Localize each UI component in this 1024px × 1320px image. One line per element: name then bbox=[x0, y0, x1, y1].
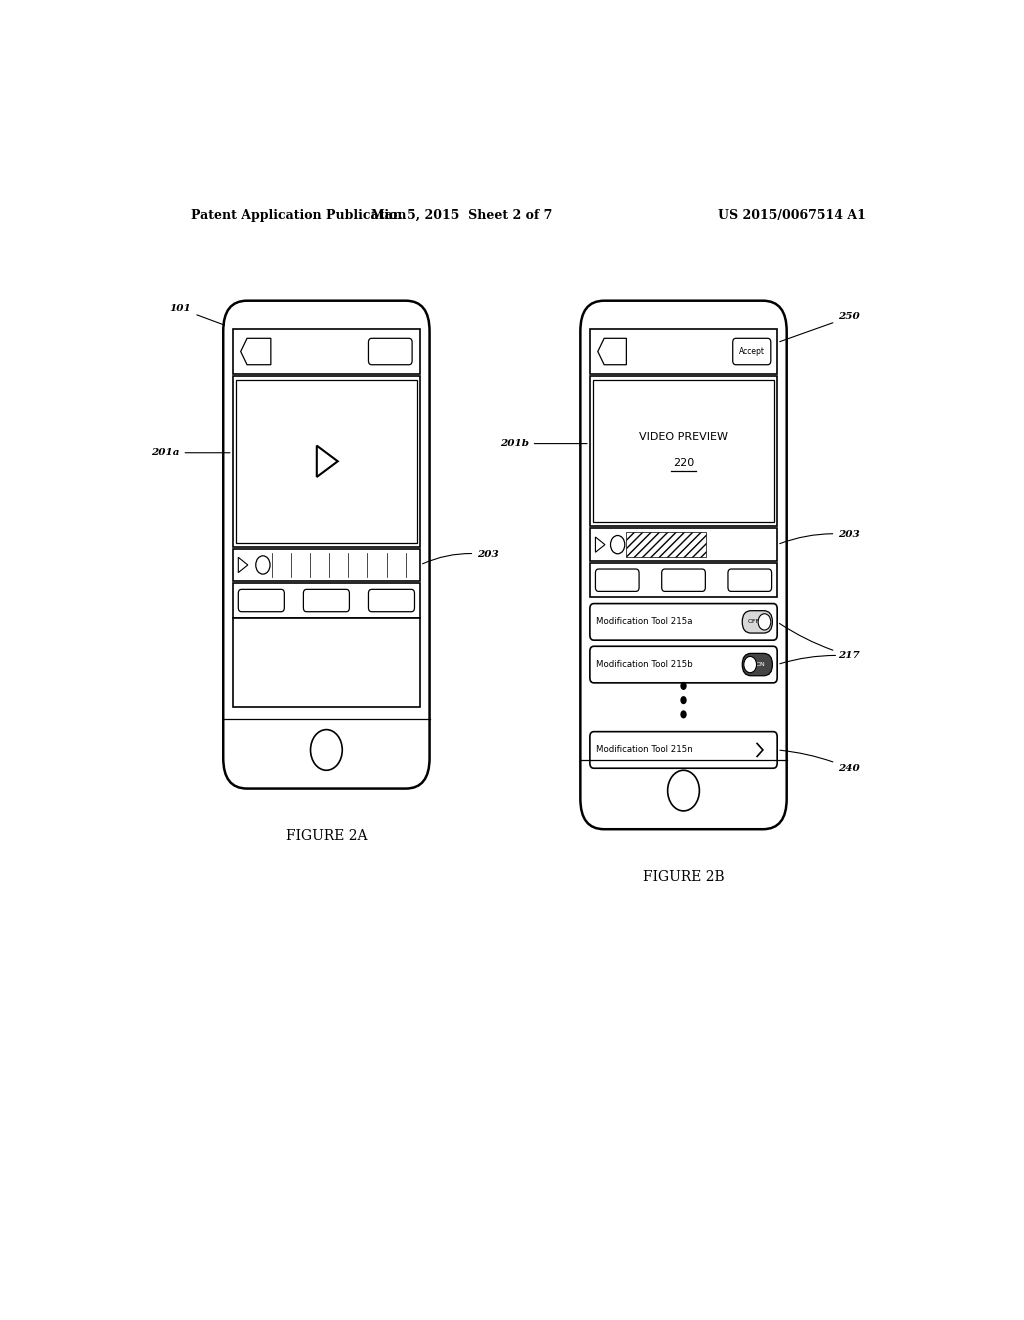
Polygon shape bbox=[595, 537, 605, 552]
Text: 203: 203 bbox=[779, 529, 860, 544]
Circle shape bbox=[743, 656, 757, 673]
Polygon shape bbox=[239, 557, 248, 573]
Text: Modification Tool 215n: Modification Tool 215n bbox=[596, 746, 693, 755]
FancyBboxPatch shape bbox=[595, 569, 639, 591]
Text: 220: 220 bbox=[673, 458, 694, 469]
Text: 101: 101 bbox=[170, 305, 224, 325]
Text: 201b: 201b bbox=[500, 440, 587, 447]
Circle shape bbox=[256, 556, 270, 574]
Circle shape bbox=[680, 710, 687, 718]
FancyBboxPatch shape bbox=[581, 301, 786, 829]
Polygon shape bbox=[598, 338, 627, 364]
Circle shape bbox=[668, 771, 699, 810]
Circle shape bbox=[680, 696, 687, 704]
Text: US 2015/0067514 A1: US 2015/0067514 A1 bbox=[718, 209, 866, 222]
Bar bbox=[236, 380, 417, 543]
Text: 201a: 201a bbox=[152, 449, 230, 457]
Bar bbox=[593, 380, 774, 523]
Circle shape bbox=[680, 682, 687, 690]
Circle shape bbox=[610, 536, 625, 554]
Text: FIGURE 2B: FIGURE 2B bbox=[643, 870, 724, 884]
FancyBboxPatch shape bbox=[303, 589, 349, 611]
Text: Modification Tool 215a: Modification Tool 215a bbox=[596, 618, 692, 627]
Text: OFF: OFF bbox=[748, 619, 760, 624]
Bar bbox=[232, 376, 420, 546]
Bar bbox=[590, 376, 777, 527]
FancyBboxPatch shape bbox=[369, 338, 412, 364]
FancyBboxPatch shape bbox=[239, 589, 285, 611]
Polygon shape bbox=[316, 446, 338, 477]
FancyBboxPatch shape bbox=[590, 603, 777, 640]
Text: 217: 217 bbox=[779, 623, 860, 660]
Polygon shape bbox=[241, 338, 270, 364]
FancyBboxPatch shape bbox=[728, 569, 772, 591]
Bar bbox=[627, 532, 706, 557]
FancyBboxPatch shape bbox=[742, 653, 772, 676]
Text: FIGURE 2A: FIGURE 2A bbox=[286, 829, 368, 843]
FancyBboxPatch shape bbox=[223, 301, 430, 788]
Text: ON: ON bbox=[756, 663, 766, 667]
Bar bbox=[590, 562, 777, 598]
Text: 203: 203 bbox=[423, 550, 499, 564]
Circle shape bbox=[758, 614, 771, 630]
Text: Accept: Accept bbox=[738, 347, 765, 356]
Bar bbox=[590, 528, 777, 561]
Text: 250: 250 bbox=[780, 313, 860, 342]
Text: VIDEO PREVIEW: VIDEO PREVIEW bbox=[639, 432, 728, 442]
FancyBboxPatch shape bbox=[590, 647, 777, 682]
FancyBboxPatch shape bbox=[369, 589, 415, 611]
Text: Mar. 5, 2015  Sheet 2 of 7: Mar. 5, 2015 Sheet 2 of 7 bbox=[371, 209, 552, 222]
Circle shape bbox=[310, 730, 342, 771]
Text: 240: 240 bbox=[780, 750, 860, 772]
FancyBboxPatch shape bbox=[742, 611, 772, 634]
Text: Modification Tool 215b: Modification Tool 215b bbox=[596, 660, 693, 669]
FancyBboxPatch shape bbox=[733, 338, 771, 364]
FancyBboxPatch shape bbox=[662, 569, 706, 591]
Bar bbox=[232, 583, 420, 618]
FancyBboxPatch shape bbox=[590, 731, 777, 768]
Bar bbox=[590, 329, 777, 374]
Bar bbox=[232, 549, 420, 581]
Text: Patent Application Publication: Patent Application Publication bbox=[191, 209, 407, 222]
Bar bbox=[232, 329, 420, 374]
Bar bbox=[232, 618, 420, 708]
